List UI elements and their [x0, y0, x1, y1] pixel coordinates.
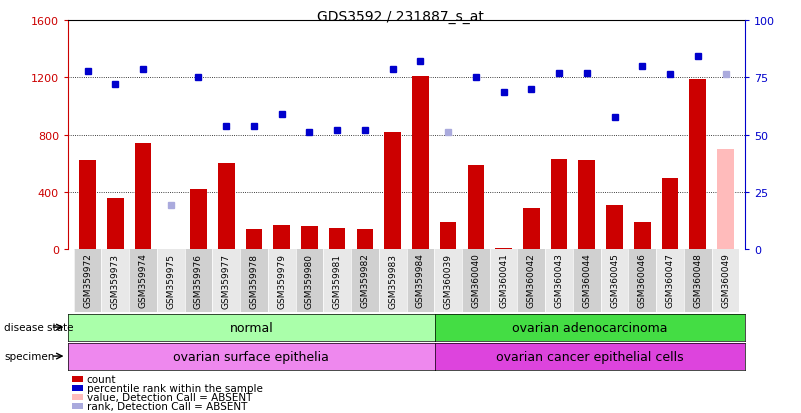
- Bar: [379, 250, 406, 312]
- Bar: [662, 178, 678, 250]
- Text: GSM359978: GSM359978: [249, 253, 259, 308]
- Bar: [523, 208, 540, 250]
- Bar: [601, 250, 629, 312]
- Text: ovarian cancer epithelial cells: ovarian cancer epithelial cells: [496, 350, 683, 363]
- Bar: [329, 228, 345, 250]
- Bar: [656, 250, 684, 312]
- Bar: [489, 250, 517, 312]
- Bar: [157, 250, 184, 312]
- Bar: [440, 223, 457, 250]
- Bar: [545, 250, 573, 312]
- Bar: [129, 250, 157, 312]
- Bar: [684, 250, 711, 312]
- Text: GSM359983: GSM359983: [388, 253, 397, 308]
- Bar: [184, 250, 212, 312]
- Bar: [351, 250, 379, 312]
- Text: count: count: [87, 374, 116, 384]
- Bar: [246, 230, 262, 250]
- Bar: [634, 223, 650, 250]
- Bar: [102, 250, 129, 312]
- Bar: [462, 250, 489, 312]
- Text: GSM360045: GSM360045: [610, 253, 619, 308]
- Text: GSM359980: GSM359980: [305, 253, 314, 308]
- Text: GSM359972: GSM359972: [83, 253, 92, 308]
- Text: GSM360048: GSM360048: [694, 253, 702, 308]
- Text: GSM360043: GSM360043: [554, 253, 564, 308]
- Text: GSM359976: GSM359976: [194, 253, 203, 308]
- Text: GSM360046: GSM360046: [638, 253, 646, 308]
- Bar: [240, 250, 268, 312]
- Text: ovarian adenocarcinoma: ovarian adenocarcinoma: [512, 321, 667, 334]
- Text: percentile rank within the sample: percentile rank within the sample: [87, 383, 263, 393]
- Bar: [606, 205, 623, 250]
- Text: ovarian surface epithelia: ovarian surface epithelia: [174, 350, 329, 363]
- Bar: [412, 76, 429, 250]
- Text: GSM359979: GSM359979: [277, 253, 286, 308]
- Text: GSM359981: GSM359981: [332, 253, 342, 308]
- Text: GSM360041: GSM360041: [499, 253, 508, 308]
- Bar: [517, 250, 545, 312]
- Bar: [551, 159, 567, 250]
- Bar: [690, 79, 706, 250]
- Text: value, Detection Call = ABSENT: value, Detection Call = ABSENT: [87, 392, 252, 402]
- Bar: [711, 250, 739, 312]
- Text: GSM360039: GSM360039: [444, 253, 453, 308]
- Bar: [218, 164, 235, 250]
- Text: GSM360047: GSM360047: [666, 253, 674, 308]
- Text: GSM359975: GSM359975: [167, 253, 175, 308]
- Text: specimen: specimen: [4, 351, 54, 361]
- Bar: [135, 144, 151, 250]
- Bar: [573, 250, 601, 312]
- Bar: [268, 250, 296, 312]
- Bar: [629, 250, 656, 312]
- Bar: [296, 250, 324, 312]
- Text: GSM360040: GSM360040: [471, 253, 481, 308]
- Bar: [324, 250, 351, 312]
- Text: GSM359977: GSM359977: [222, 253, 231, 308]
- Bar: [190, 190, 207, 250]
- Text: GSM359974: GSM359974: [139, 253, 147, 308]
- Bar: [406, 250, 434, 312]
- Bar: [384, 133, 401, 250]
- Text: disease state: disease state: [4, 322, 74, 332]
- Text: GSM359973: GSM359973: [111, 253, 119, 308]
- Bar: [434, 250, 462, 312]
- Text: GSM360042: GSM360042: [527, 253, 536, 308]
- Bar: [74, 250, 102, 312]
- Text: GSM359982: GSM359982: [360, 253, 369, 308]
- Text: GDS3592 / 231887_s_at: GDS3592 / 231887_s_at: [317, 10, 484, 24]
- Bar: [495, 249, 512, 250]
- Bar: [578, 161, 595, 250]
- Text: GSM360049: GSM360049: [721, 253, 730, 308]
- Bar: [468, 165, 484, 250]
- Text: GSM360044: GSM360044: [582, 253, 591, 308]
- Bar: [212, 250, 240, 312]
- Bar: [107, 198, 123, 250]
- Text: rank, Detection Call = ABSENT: rank, Detection Call = ABSENT: [87, 401, 247, 411]
- Bar: [356, 230, 373, 250]
- Text: GSM359984: GSM359984: [416, 253, 425, 308]
- Bar: [301, 226, 318, 250]
- Bar: [273, 225, 290, 250]
- Bar: [717, 150, 734, 250]
- Bar: [163, 249, 179, 250]
- Bar: [79, 161, 96, 250]
- Text: normal: normal: [230, 321, 273, 334]
